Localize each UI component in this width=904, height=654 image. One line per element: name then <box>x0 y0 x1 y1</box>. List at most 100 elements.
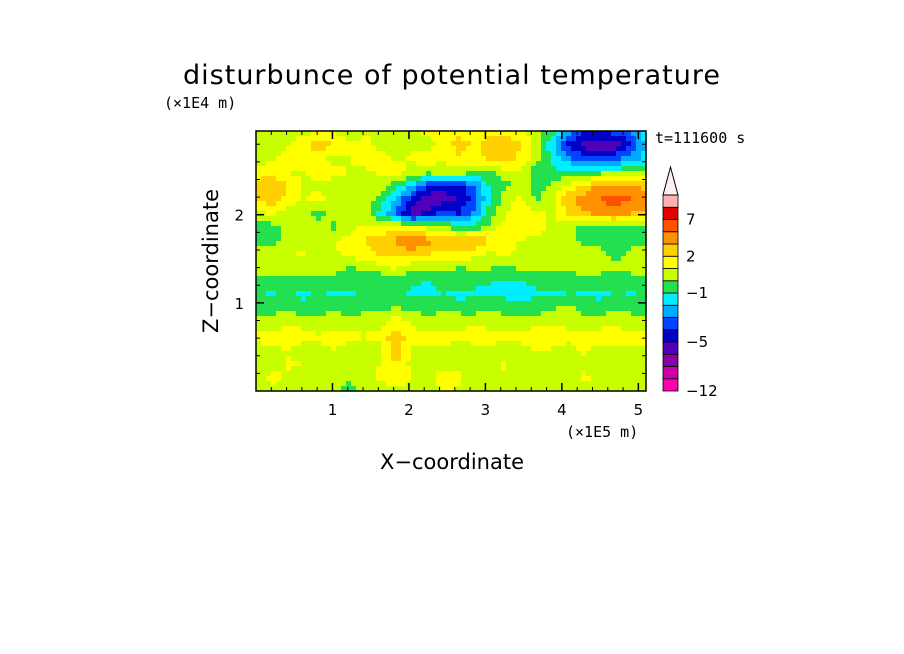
field-cell <box>636 296 642 302</box>
field-cell <box>446 251 452 257</box>
field-cell <box>301 296 307 302</box>
field-cell <box>421 296 427 302</box>
field-cell <box>606 261 612 267</box>
field-cell <box>386 371 392 377</box>
field-cell <box>586 266 592 272</box>
field-cell <box>351 306 357 312</box>
field-cell <box>441 361 447 367</box>
field-cell <box>576 141 582 147</box>
field-cell <box>466 231 472 237</box>
field-cell <box>321 146 327 152</box>
field-cell <box>481 186 487 192</box>
field-cell <box>521 226 527 232</box>
field-cell <box>351 216 357 222</box>
field-cell <box>346 241 352 247</box>
field-cell <box>601 176 607 182</box>
field-cell <box>621 206 627 212</box>
field-cell <box>611 386 617 392</box>
field-cell <box>341 231 347 237</box>
field-cell <box>611 356 617 362</box>
field-cell <box>461 256 467 262</box>
field-cell <box>571 291 577 297</box>
field-cell <box>521 241 527 247</box>
field-cell <box>426 156 432 162</box>
field-cell <box>636 366 642 372</box>
field-cell <box>546 371 552 377</box>
field-cell <box>281 286 287 292</box>
field-cell <box>611 366 617 372</box>
field-cell <box>476 376 482 382</box>
field-cell <box>591 371 597 377</box>
field-cell <box>596 136 602 142</box>
field-cell <box>491 306 497 312</box>
field-cell <box>561 281 567 287</box>
field-cell <box>261 246 267 252</box>
field-cell <box>326 216 332 222</box>
field-cell <box>411 146 417 152</box>
field-cell <box>421 146 427 152</box>
field-cell <box>411 291 417 297</box>
field-cell <box>291 231 297 237</box>
field-cell <box>431 231 437 237</box>
field-cell <box>541 356 547 362</box>
field-cell <box>371 156 377 162</box>
field-cell <box>321 201 327 207</box>
field-cell <box>356 296 362 302</box>
field-cell <box>511 176 517 182</box>
field-cell <box>266 241 272 247</box>
field-cell <box>456 376 462 382</box>
field-cell <box>411 156 417 162</box>
field-cell <box>616 136 622 142</box>
field-cell <box>436 166 442 172</box>
field-cell <box>266 376 272 382</box>
field-cell <box>401 271 407 277</box>
field-cell <box>471 226 477 232</box>
field-cell <box>396 206 402 212</box>
field-cell <box>326 386 332 392</box>
field-cell <box>276 291 282 297</box>
field-cell <box>416 206 422 212</box>
field-cell <box>416 331 422 337</box>
field-cell <box>281 231 287 237</box>
field-cell <box>276 351 282 357</box>
field-cell <box>376 141 382 147</box>
field-cell <box>276 251 282 257</box>
field-cell <box>361 361 367 367</box>
field-cell <box>346 271 352 277</box>
field-cell <box>616 176 622 182</box>
field-cell <box>516 211 522 217</box>
field-cell <box>636 236 642 242</box>
field-cell <box>556 216 562 222</box>
field-cell <box>576 221 582 227</box>
field-cell <box>296 286 302 292</box>
field-cell <box>316 296 322 302</box>
field-cell <box>301 146 307 152</box>
field-cell <box>261 271 267 277</box>
field-cell <box>331 201 337 207</box>
field-cell <box>356 146 362 152</box>
field-cell <box>636 146 642 152</box>
field-cell <box>581 336 587 342</box>
field-cell <box>616 246 622 252</box>
field-cell <box>371 266 377 272</box>
field-cell <box>331 146 337 152</box>
field-cell <box>421 361 427 367</box>
field-cell <box>586 291 592 297</box>
field-cell <box>606 136 612 142</box>
field-cell <box>496 216 502 222</box>
field-cell <box>621 366 627 372</box>
field-cell <box>276 306 282 312</box>
field-cell <box>311 221 317 227</box>
field-cell <box>591 256 597 262</box>
field-cell <box>611 346 617 352</box>
field-cell <box>431 251 437 257</box>
field-cell <box>586 361 592 367</box>
field-cell <box>591 281 597 287</box>
field-cell <box>526 346 532 352</box>
field-cell <box>441 196 447 202</box>
field-cell <box>426 166 432 172</box>
field-cell <box>441 331 447 337</box>
field-cell <box>256 236 262 242</box>
field-cell <box>406 316 412 322</box>
field-cell <box>481 356 487 362</box>
